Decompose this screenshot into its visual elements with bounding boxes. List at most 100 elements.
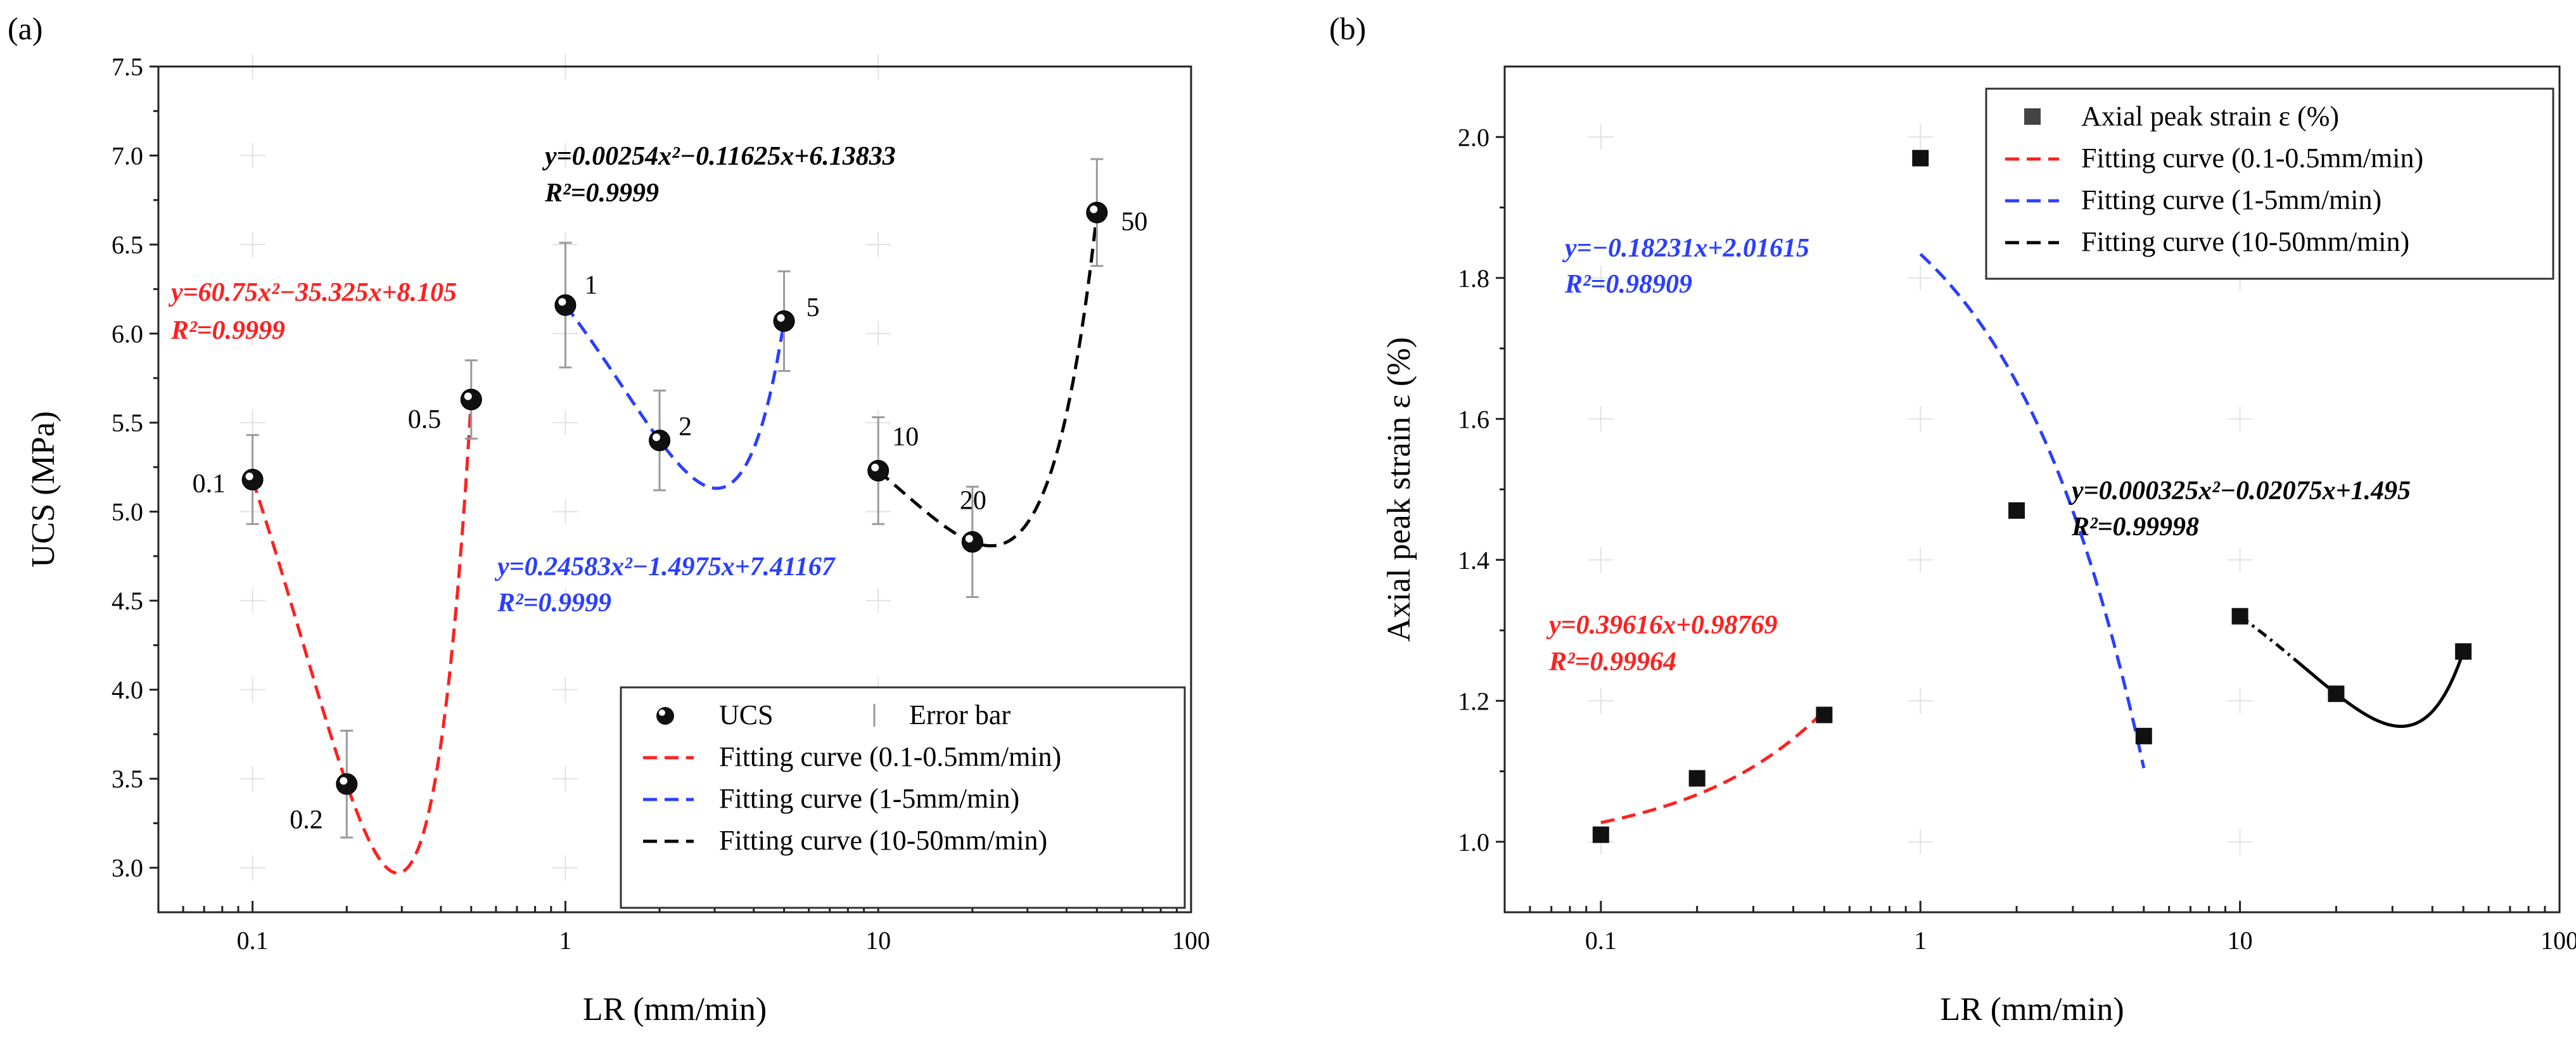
- data-point: [1592, 826, 1609, 843]
- panel-label: (b): [1329, 11, 1366, 46]
- y-tick-label: 7.5: [112, 53, 143, 81]
- y-tick-label: 3.5: [112, 765, 143, 793]
- y-tick-label: 5.5: [112, 409, 143, 437]
- point-label: 20: [960, 486, 986, 515]
- fit-curve-1: [1600, 710, 1826, 824]
- legend-label: Fitting curve (0.1-0.5mm/min): [719, 741, 1061, 772]
- data-point: [961, 531, 983, 553]
- legend-label: Fitting curve (1-5mm/min): [2081, 184, 2382, 215]
- legend-label: UCS: [719, 699, 774, 730]
- point-label: 50: [1121, 207, 1147, 236]
- point-label: 0.5: [408, 405, 442, 435]
- fit-curve-3: [2239, 615, 2465, 728]
- fit-equation: R²=0.99964: [1548, 647, 1676, 677]
- data-point-highlight: [777, 314, 785, 322]
- fit-equation: R²=0.98909: [1564, 270, 1692, 299]
- y-axis: [150, 65, 158, 869]
- point-label: 0.2: [290, 806, 323, 835]
- legend-label: Error bar: [909, 699, 1011, 730]
- legend-label: Fitting curve (0.1-0.5mm/min): [2081, 143, 2423, 174]
- fit-equation: R²=0.99998: [2071, 513, 2199, 542]
- data-point: [2008, 502, 2025, 519]
- data-point: [867, 459, 889, 481]
- y-axis-title: Axial peak strain ε (%): [1381, 337, 1417, 642]
- chart-panel-a: (a) 0.1 1 10 100 3.0 3.5 4.0 4.5 5.0 5.5 6.0 6.5 7.0 7…: [8, 11, 1210, 1028]
- x-tick-label: 10: [865, 926, 891, 955]
- data-point-highlight: [558, 298, 566, 306]
- data-point: [2135, 727, 2152, 744]
- chart-panel-b: (b) 0.1 1 10 100 1.0 1.2 1.4 1.6 1.8 2.0 LR (mm/min…: [1329, 11, 2576, 1028]
- x-tick-label: 1: [1914, 926, 1927, 955]
- point-label: 10: [892, 423, 919, 452]
- x-tick-label: 10: [2228, 926, 2253, 955]
- y-axis: [1496, 136, 1505, 843]
- point-label: 1: [584, 271, 597, 300]
- x-tick-label: 100: [2541, 926, 2576, 955]
- y-tick-label: 4.5: [112, 587, 143, 615]
- plot-frame: [157, 65, 1192, 914]
- fit-equation: y=60.75x²−35.325x+8.105: [168, 278, 457, 307]
- y-axis-title: UCS (MPa): [25, 411, 61, 568]
- y-tick-label: 1.6: [1458, 405, 1489, 433]
- x-axis-title: LR (mm/min): [1940, 991, 2124, 1028]
- y-tick-label: 1.4: [1458, 546, 1489, 575]
- fit-equation: R²=0.9999: [497, 589, 611, 618]
- y-tick-label: 3.0: [112, 854, 143, 882]
- data-point: [2455, 643, 2472, 660]
- fit-curve-1: [251, 399, 473, 875]
- fit-equation: R²=0.9999: [544, 179, 659, 208]
- legend-marker: [656, 707, 674, 725]
- point-label: 2: [679, 412, 692, 442]
- data-point-highlight: [340, 777, 348, 785]
- x-tick-label: 0.1: [237, 926, 269, 955]
- data-point: [460, 388, 482, 411]
- data-point-highlight: [464, 392, 472, 400]
- x-tick-label: 0.1: [1585, 926, 1617, 955]
- data-point: [1912, 150, 1929, 167]
- data-point-highlight: [871, 463, 879, 471]
- grid: [1588, 124, 2253, 855]
- fit-equation: y=0.39616x+0.98769: [1546, 611, 1778, 640]
- data-point: [1688, 770, 1706, 787]
- data-point: [336, 773, 358, 795]
- x-tick-label: 100: [1172, 926, 1210, 955]
- data-point: [554, 294, 577, 316]
- legend-label: Fitting curve (1-5mm/min): [719, 783, 1019, 814]
- y-tick-label: 1.2: [1458, 687, 1489, 715]
- fit-equation: y=0.00254x²−0.11625x+6.13833: [542, 142, 896, 171]
- y-tick-label: 4.0: [112, 676, 143, 704]
- y-tick-label: 1.8: [1458, 264, 1489, 293]
- data-point: [2231, 608, 2248, 625]
- data-point-highlight: [653, 433, 661, 442]
- fit-curve-3: [877, 213, 1099, 547]
- y-tick-label: 2.0: [1458, 123, 1489, 151]
- legend-label: Axial peak strain ε (%): [2081, 101, 2339, 132]
- legend-label: Fitting curve (10-50mm/min): [2081, 226, 2409, 257]
- legend: UCS Error bar Fitting curve (0.1-0.5mm/min…: [620, 686, 1186, 909]
- legend-box: [620, 686, 1186, 909]
- data-point: [2328, 685, 2345, 703]
- fit-equation: y=−0.18231x+2.01615: [1562, 234, 1809, 263]
- y-tick-label: 7.0: [112, 142, 143, 170]
- legend: Axial peak strain ε (%) Fitting curve (0.…: [1985, 87, 2554, 280]
- data-point: [1816, 706, 1833, 723]
- fit-curve-2: [564, 304, 786, 490]
- legend-marker: [2024, 108, 2041, 125]
- fit-equation: y=0.24583x²−1.4975x+7.41167: [494, 552, 836, 582]
- legend-label: Fitting curve (10-50mm/min): [719, 825, 1047, 856]
- x-tick-label: 1: [559, 926, 571, 955]
- data-point: [773, 310, 795, 332]
- legend-marker-highlight: [659, 710, 665, 716]
- data-point: [649, 430, 671, 452]
- y-tick-label: 6.5: [112, 231, 143, 259]
- fit-equation: R²=0.9999: [170, 316, 285, 345]
- data-point-highlight: [965, 535, 973, 543]
- fit-equation: y=0.000325x²−0.02075x+1.495: [2069, 476, 2411, 506]
- data-point-highlight: [1090, 205, 1098, 213]
- data-point: [241, 469, 264, 491]
- y-tick-label: 5.0: [112, 498, 143, 526]
- x-axis-title: LR (mm/min): [583, 991, 767, 1028]
- point-label: 0.1: [193, 469, 226, 499]
- y-tick-label: 1.0: [1458, 828, 1489, 857]
- y-tick-label: 6.0: [112, 320, 143, 348]
